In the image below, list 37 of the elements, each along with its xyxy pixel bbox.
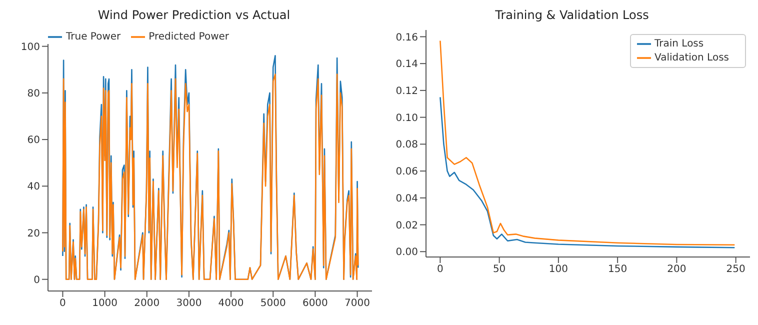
y-tick-label: 60 bbox=[27, 135, 40, 146]
y-tick-label: 0.10 bbox=[396, 112, 418, 124]
legend-label: Predicted Power bbox=[148, 32, 230, 43]
x-tick-label: 5000 bbox=[260, 298, 286, 310]
x-tick-label: 7000 bbox=[344, 298, 370, 310]
legend-label: Validation Loss bbox=[654, 52, 729, 64]
chart-title: Training & Validation Loss bbox=[494, 8, 650, 24]
y-tick-label: 0.00 bbox=[396, 247, 418, 258]
x-tick-label: 3000 bbox=[176, 298, 202, 310]
x-tick-label: 2000 bbox=[134, 298, 160, 310]
y-tick-label: 100 bbox=[20, 42, 40, 53]
x-tick-label: 250 bbox=[726, 264, 746, 276]
y-tick-label: 0.16 bbox=[396, 32, 418, 44]
x-tick-label: 100 bbox=[548, 264, 568, 276]
legend-label: Train Loss bbox=[654, 38, 704, 50]
series-label: True Power bbox=[66, 32, 121, 43]
y-tick-label: 0.08 bbox=[396, 140, 418, 151]
x-tick-label: 0 bbox=[60, 298, 66, 310]
x-tick-label: 50 bbox=[492, 264, 506, 276]
y-tick-label: 0.14 bbox=[396, 59, 418, 70]
y-tick-label: 0.06 bbox=[396, 166, 418, 178]
y-tick-label: 0.12 bbox=[396, 86, 418, 97]
x-tick-label: 4000 bbox=[218, 298, 244, 310]
x-tick-label: 0 bbox=[437, 264, 444, 276]
y-tick-label: 0 bbox=[34, 274, 40, 286]
line-series bbox=[440, 40, 736, 246]
x-tick-label: 1000 bbox=[92, 298, 118, 310]
y-tick-label: 0.02 bbox=[396, 220, 418, 232]
y-tick-label: 40 bbox=[27, 182, 40, 193]
x-tick-label: 200 bbox=[667, 264, 686, 276]
y-tick-label: 0.04 bbox=[396, 193, 418, 204]
x-tick-label: 6000 bbox=[302, 298, 328, 310]
y-tick-label: 80 bbox=[27, 88, 40, 100]
line-series bbox=[440, 96, 736, 248]
chart-title: Wind Power Prediction vs Actual bbox=[96, 8, 292, 24]
y-tick-label: 20 bbox=[27, 228, 40, 240]
x-tick-label: 150 bbox=[608, 264, 628, 276]
